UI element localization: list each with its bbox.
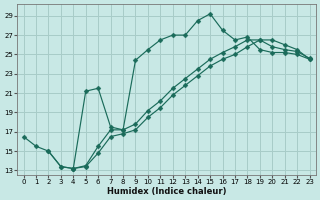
X-axis label: Humidex (Indice chaleur): Humidex (Indice chaleur) [107,187,226,196]
